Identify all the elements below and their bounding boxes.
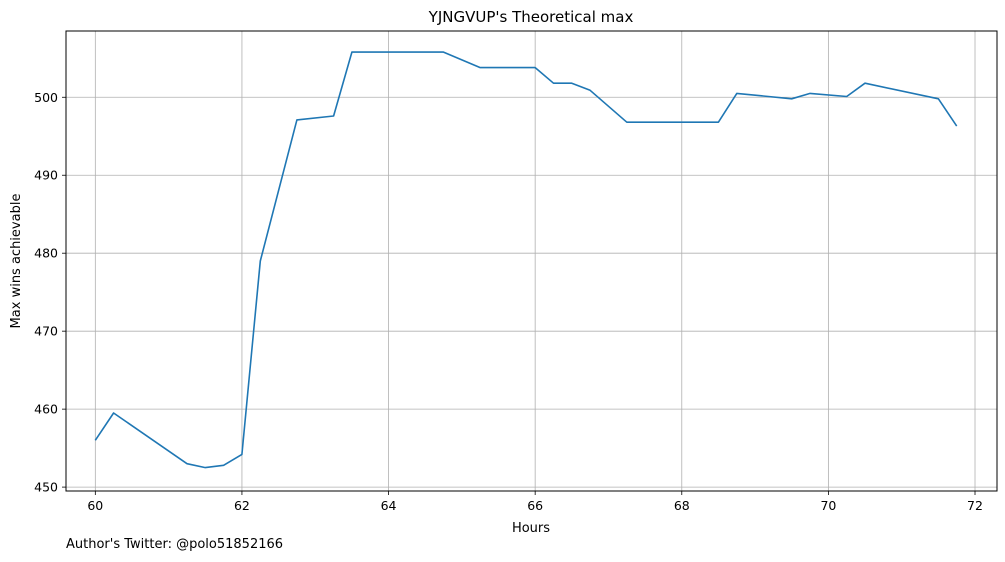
plot-frame <box>65 30 998 492</box>
y-axis: 450 460 470 480 490 500 <box>34 90 66 495</box>
x-axis-label: Hours <box>512 521 550 536</box>
x-tick-label: 70 <box>820 498 836 513</box>
series-line <box>94 51 958 469</box>
y-axis-label: Max wins achievable <box>9 194 24 329</box>
y-tick-label: 450 <box>34 480 58 495</box>
x-tick-label: 68 <box>674 498 690 513</box>
gridlines <box>66 31 997 491</box>
x-tick-label: 66 <box>527 498 543 513</box>
x-tick-label: 62 <box>234 498 250 513</box>
y-tick-label: 470 <box>34 324 58 339</box>
x-tick-label: 60 <box>87 498 103 513</box>
x-tick-label: 72 <box>967 498 983 513</box>
series-layer <box>94 51 958 469</box>
y-tick-label: 500 <box>34 90 58 105</box>
y-tick-label: 460 <box>34 402 58 417</box>
y-tick-label: 480 <box>34 246 58 261</box>
x-axis: 60 62 64 66 68 70 72 <box>87 491 983 513</box>
author-credit: Author's Twitter: @polo51852166 <box>66 537 284 552</box>
x-tick-label: 64 <box>381 498 397 513</box>
y-tick-label: 490 <box>34 168 58 183</box>
chart-title: YJNGVUP's Theoretical max <box>428 8 634 26</box>
